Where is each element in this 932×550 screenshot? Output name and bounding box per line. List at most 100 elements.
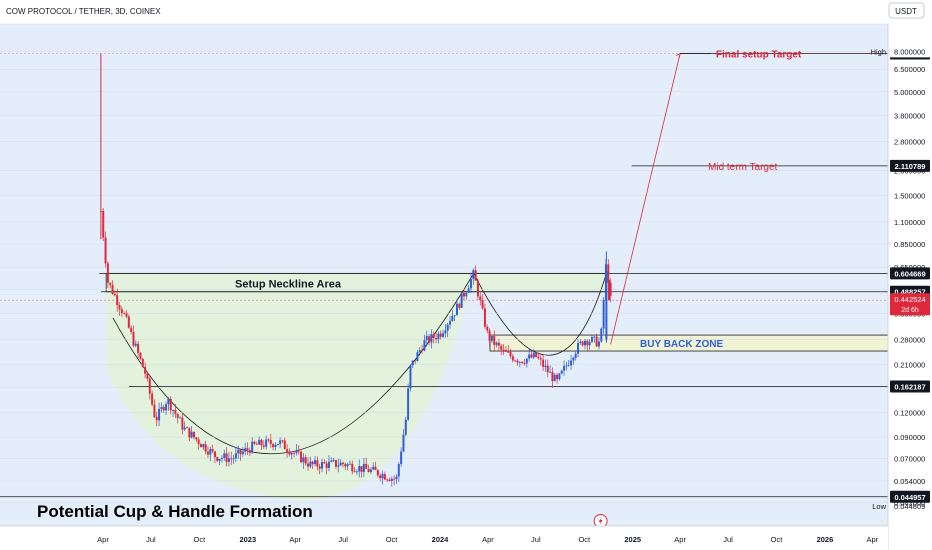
cup-arc [112,273,475,455]
candle-body [102,211,105,238]
candle-body [302,457,305,463]
candle-body [451,315,454,322]
candle-body [544,365,547,367]
price-tick-label: 0.210000 [894,360,925,369]
candle-body [279,440,282,444]
price-tick-label: 1.100000 [894,218,925,227]
candle-body [435,337,438,340]
annotations: Final setup Target Mid term Target Setup N… [37,49,802,528]
candle-body [116,295,119,306]
candle-body [321,462,324,469]
candle-body [437,333,440,340]
candle-body [339,462,342,466]
level-price-tag [890,267,930,280]
candle-body [265,439,268,447]
candle-body [495,342,498,345]
candle-body [530,354,533,358]
currency-button-frame[interactable] [888,2,925,19]
candle-body [539,358,542,360]
price-tick-label: 5.000000 [894,88,925,97]
time-tick-label: 2023 [239,535,256,544]
low-value: 0.044809 [894,502,925,511]
candle-body [563,365,566,371]
candle-body [439,333,442,337]
candle-body [146,373,149,379]
candle-body [418,350,421,353]
currency-button[interactable]: USDT [895,7,917,16]
candle-body [127,316,130,328]
candle-body [607,264,610,283]
candle-body [106,263,109,283]
candle-body [446,324,449,331]
candle-body [379,475,382,479]
pattern-label: Potential Cup & Handle Formation [37,502,313,521]
candle-body [523,363,526,364]
candle-body [220,457,223,459]
current-price-tag [890,293,930,316]
candle-body [253,441,256,444]
candle-body [209,449,212,455]
candle-body [141,358,144,368]
candle-body [237,449,240,454]
candle-body [244,448,247,452]
candle-body [383,474,386,480]
time-tick-label: Apr [866,535,878,544]
candle-body [353,471,356,473]
candle-body [190,431,193,438]
candle-body [397,464,400,477]
candle-body [151,393,154,405]
time-tick-label: Apr [482,535,494,544]
level-price-tag [890,490,930,503]
mid-target-label: Mid term Target [708,162,778,173]
price-tick-label: 0.280000 [894,336,925,345]
candle-body [304,457,307,464]
candle-body [551,371,554,382]
price-tick-label: 0.120000 [894,408,925,417]
candle-body [455,303,458,316]
candle-body [549,371,552,373]
level-price-text: 0.162187 [894,382,925,391]
candle-body [330,460,333,462]
time-axis: Apr Jul Oct 2023 Apr Jul Oct 2024 Apr Jul Oct 2025 A… [0,525,888,550]
candle-body [462,293,465,297]
buy-back-label: BUY BACK ZONE [640,339,723,350]
candle-body [232,458,235,460]
candle-body [488,330,491,341]
level-price-text: 0.044957 [894,493,925,502]
candle-body [411,360,414,366]
candle-body [472,270,475,279]
level-price-text: 2.110789 [895,162,926,171]
candle-body [323,462,326,464]
candle-body [444,330,447,334]
candle-body [276,443,279,446]
candle-body [481,300,484,309]
candle-body [376,470,379,476]
projection-arrow [675,52,681,59]
candle-body [246,448,249,451]
candle-body [421,350,424,351]
candle-body [504,350,507,352]
candle-body [400,451,403,465]
candle-body [600,328,603,342]
candle-body [542,359,545,367]
candle-body [597,341,600,347]
candle-body [344,464,347,467]
candle-body [172,410,175,411]
candle-body [395,476,398,480]
candle-body [537,356,540,359]
candle-body [230,458,233,460]
candle-body [430,334,433,343]
time-tick-label: Apr [674,535,686,544]
candle-body [211,449,214,452]
candle-body [586,340,589,346]
candle-body [516,360,519,363]
candle-body [125,313,128,317]
candle-body [574,353,577,358]
candle-body [570,360,573,366]
candle-body [260,439,263,446]
candle-body [286,449,289,452]
candle-body [414,360,417,362]
candle-body [581,341,584,346]
